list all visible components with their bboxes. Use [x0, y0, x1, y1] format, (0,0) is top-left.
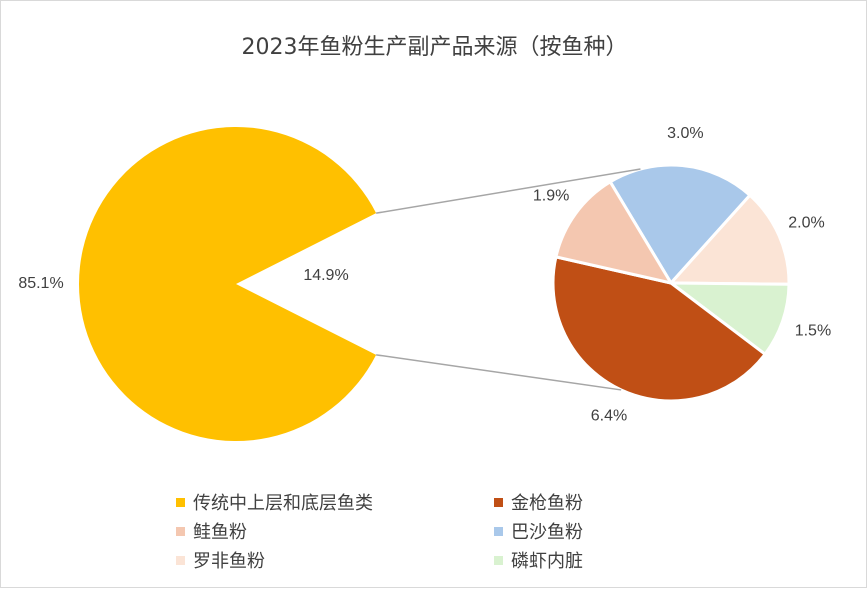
connector-line-top	[375, 168, 641, 214]
data-label-main-0: 85.1%	[18, 275, 63, 292]
legend-label: 鲑鱼粉	[193, 522, 247, 543]
legend-swatch	[494, 526, 503, 536]
connector-line-bottom	[376, 354, 622, 391]
legend-item: 金枪鱼粉	[494, 489, 583, 515]
data-label-secondary-1: 2.0%	[788, 215, 824, 232]
data-label-secondary-2: 1.5%	[795, 323, 831, 340]
legend-swatch	[176, 497, 185, 507]
legend-label: 巴沙鱼粉	[511, 522, 583, 543]
legend-item: 磷虾内脏	[494, 547, 583, 573]
data-label-secondary-4: 1.9%	[533, 187, 569, 204]
legend-label: 罗非鱼粉	[193, 551, 265, 572]
secondary-pie-slice-0	[608, 163, 753, 286]
secondary-pie-slice-4	[554, 179, 675, 286]
main-pie-slice-0	[79, 127, 377, 442]
secondary-pie-slice-3	[551, 255, 768, 403]
legend-item: 传统中上层和底层鱼类	[176, 489, 373, 515]
legend-item: 罗非鱼粉	[176, 547, 265, 573]
legend-label: 传统中上层和底层鱼类	[193, 493, 373, 514]
legend-swatch	[494, 497, 503, 507]
legend-item: 巴沙鱼粉	[494, 518, 583, 544]
legend-swatch	[176, 526, 185, 536]
legend-item: 鲑鱼粉	[176, 518, 247, 544]
legend-swatch	[176, 555, 185, 565]
chart-title: 2023年鱼粉生产副产品来源（按鱼种）	[241, 35, 628, 60]
data-label-secondary-0: 3.0%	[667, 125, 703, 142]
legend-label: 磷虾内脏	[511, 551, 583, 572]
data-label-main-1: 14.9%	[303, 267, 348, 284]
secondary-pie-slice-1	[667, 193, 791, 286]
legend-swatch	[494, 555, 503, 565]
data-label-secondary-3: 6.4%	[591, 408, 627, 425]
legend-label: 金枪鱼粉	[511, 493, 583, 514]
